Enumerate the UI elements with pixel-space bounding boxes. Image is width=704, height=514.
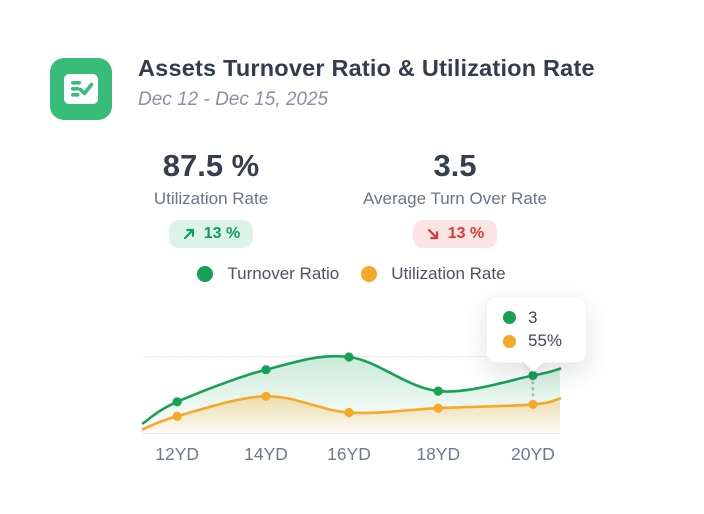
data-point[interactable]: [344, 352, 354, 362]
stat-value: 3.5: [433, 148, 477, 183]
x-axis-label: 20YD: [511, 444, 555, 464]
chart-legend: Turnover Ratio Utilization Rate: [143, 264, 560, 284]
stat-value: 87.5 %: [162, 148, 260, 183]
legend-item-utilization-rate[interactable]: Utilization Rate: [361, 264, 506, 284]
stat-average-turnover-rate: 3.5 Average Turn Over Rate 13 %: [357, 146, 553, 248]
x-axis: 12YD 14YD 16YD 18YD 20YD: [143, 444, 560, 466]
chart-tooltip: 3 55%: [486, 296, 587, 373]
trend-badge-value: 13 %: [447, 225, 485, 242]
data-point[interactable]: [261, 365, 271, 375]
data-point[interactable]: [344, 407, 354, 418]
legend-label: Utilization Rate: [391, 264, 506, 283]
page-title: Assets Turnover Ratio & Utilization Rate: [138, 55, 595, 81]
trend-badge-up: 13 %: [168, 220, 254, 248]
x-axis-label: 16YD: [327, 444, 371, 464]
x-axis-label: 14YD: [244, 444, 288, 464]
tooltip-row-turnover: 3: [503, 308, 572, 328]
data-point[interactable]: [528, 399, 538, 409]
checklist-icon: [50, 58, 112, 120]
tooltip-dot-orange: [503, 334, 516, 348]
legend-label: Turnover Ratio: [227, 264, 340, 283]
data-point[interactable]: [261, 391, 271, 401]
stat-label: Utilization Rate: [153, 189, 269, 208]
chart-area: 12YD 14YD 16YD 18YD 20YD: [141, 352, 562, 466]
tooltip-value: 55%: [528, 331, 563, 351]
stat-label: Average Turn Over Rate: [363, 189, 547, 208]
chart-canvas[interactable]: [141, 352, 562, 434]
data-point[interactable]: [528, 370, 538, 381]
tooltip-dot-green: [503, 311, 516, 325]
data-point[interactable]: [172, 411, 182, 421]
arrow-up-right-icon: [182, 227, 196, 241]
trend-badge-value: 13 %: [203, 225, 241, 242]
data-point[interactable]: [433, 403, 443, 413]
legend-dot-green: [197, 266, 214, 282]
tooltip-row-utilization: 55%: [503, 331, 572, 351]
stat-utilization-rate: 87.5 % Utilization Rate 13 %: [138, 146, 284, 248]
legend-dot-orange: [361, 266, 378, 282]
tooltip-value: 3: [528, 307, 538, 327]
data-point[interactable]: [172, 397, 182, 407]
date-range: Dec 12 - Dec 15, 2025: [138, 89, 329, 110]
legend-item-turnover-ratio[interactable]: Turnover Ratio: [197, 264, 339, 284]
trend-badge-down: 13 %: [412, 220, 498, 248]
data-point[interactable]: [433, 386, 443, 396]
arrow-down-right-icon: [426, 227, 440, 241]
x-axis-label: 12YD: [155, 444, 200, 464]
x-axis-label: 18YD: [416, 444, 461, 464]
